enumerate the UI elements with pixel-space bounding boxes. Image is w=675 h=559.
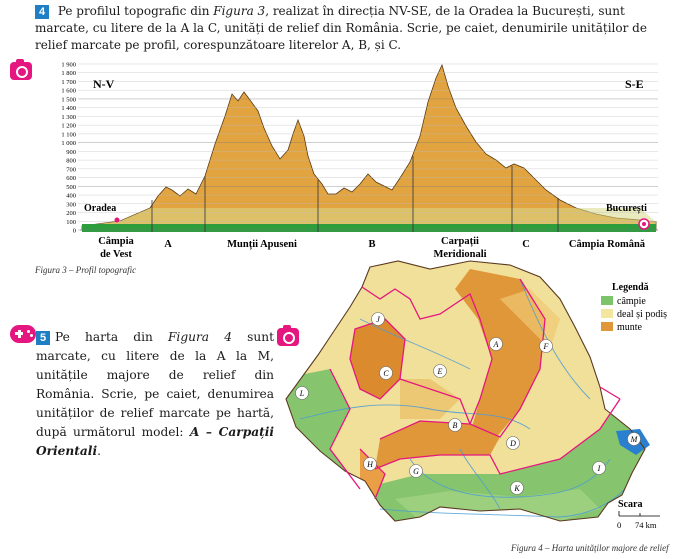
y-tick-label: 1 100 (61, 131, 76, 138)
legend-swatch-campie (601, 296, 613, 305)
relief-map: A B C D E F G H I J K L M Legendă câmpie deal și pod… (285, 260, 667, 530)
city-oradea: Oradea (84, 203, 116, 214)
y-tick-label: 600 (66, 175, 76, 182)
gamepad-icon[interactable] (10, 325, 36, 343)
unit-letter-b: B (453, 421, 458, 430)
y-tick-label: 1 700 (61, 79, 76, 86)
label-c: C (522, 239, 530, 250)
city-bucuresti: București (606, 203, 647, 214)
y-tick-label: 1 400 (61, 105, 76, 112)
scale-zero: 0 (617, 520, 621, 530)
y-tick-label: 500 (66, 184, 76, 191)
legend-swatch-deal (601, 309, 613, 318)
unit-letter-g: G (413, 467, 419, 476)
unit-marker-f (539, 339, 553, 353)
figure-4-caption: Figura 4 – Harta unităților majore de re… (511, 543, 669, 553)
legend-munte: munte (617, 322, 643, 333)
unit-marker-g (409, 464, 423, 478)
label-a: A (164, 239, 172, 250)
legend-title: Legendă (612, 282, 649, 293)
unit-marker-l (295, 386, 309, 400)
unit-marker-j (371, 312, 385, 326)
label-campia-de-vest-1: Câmpia (98, 236, 134, 247)
y-tick-label: 700 (66, 166, 76, 173)
y-tick-label: 1 200 (61, 123, 76, 130)
y-tick-label: 100 (66, 219, 76, 226)
label-muntii-apuseni: Munții Apuseni (227, 239, 297, 250)
y-tick-label: 1 000 (61, 140, 76, 147)
y-tick-label: 200 (66, 210, 76, 217)
unit-letter-k: K (513, 484, 520, 493)
y-tick-label: 1 300 (61, 114, 76, 121)
y-tick-label: 1 900 (61, 62, 76, 69)
unit-marker-m (627, 432, 641, 446)
task-4-number: 4 (35, 5, 49, 19)
figure-3-caption: Figura 3 – Profil topografic (35, 265, 137, 275)
label-campia-romana: Câmpia Română (569, 239, 646, 250)
y-tick-label: 400 (66, 193, 76, 200)
unit-letter-f: F (543, 342, 549, 351)
unit-letter-i: I (597, 464, 601, 473)
camera-icon[interactable] (277, 325, 299, 346)
unit-letter-l: L (299, 389, 305, 398)
unit-marker-k (510, 481, 524, 495)
unit-letter-a: A (493, 340, 499, 349)
y-tick-label: 1 600 (61, 88, 76, 95)
task-5-number: 5 (36, 331, 50, 345)
unit-letter-d: D (509, 439, 516, 448)
profile-mountain-layer (81, 63, 657, 231)
task-5-text: 5 Pe harta din Figura 4 sunt marcate, cu … (36, 330, 274, 458)
unit-letter-c: C (383, 369, 389, 378)
label-carpatii-1: Carpații (441, 236, 479, 247)
y-tick-label: 300 (66, 201, 76, 208)
unit-letter-h: H (366, 460, 374, 469)
y-tick-label: 1 500 (61, 96, 76, 103)
y-tick-label: 0 (73, 228, 76, 235)
label-b: B (368, 239, 375, 250)
unit-marker-e (433, 364, 447, 378)
y-tick-label: 1 800 (61, 70, 76, 77)
unit-marker-d (506, 436, 520, 450)
unit-letter-j: J (376, 315, 380, 324)
scale-value: 74 km (635, 520, 657, 530)
unit-marker-i (592, 461, 606, 475)
unit-marker-c (379, 366, 393, 380)
label-carpatii-2: Meridionali (433, 249, 486, 260)
unit-marker-a (489, 337, 503, 351)
label-campia-de-vest-2: de Vest (100, 249, 132, 260)
unit-marker-b (448, 418, 462, 432)
camera-icon[interactable] (10, 59, 32, 80)
direction-se: S-E (625, 77, 644, 91)
y-tick-label: 900 (66, 149, 76, 156)
legend-deal: deal și podiș (617, 309, 667, 320)
unit-letter-e: E (437, 367, 443, 376)
direction-nw: N-V (93, 77, 115, 91)
unit-marker-h (363, 457, 377, 471)
y-tick-label: 800 (66, 158, 76, 165)
task-4-text: 4 Pe profilul topografic din Figura 3, r… (35, 4, 647, 52)
oradea-marker (114, 217, 120, 223)
legend-campie: câmpie (617, 296, 646, 307)
unit-letter-m: M (630, 435, 639, 444)
legend-swatch-munte (601, 322, 613, 331)
scale-title: Scara (618, 499, 642, 510)
